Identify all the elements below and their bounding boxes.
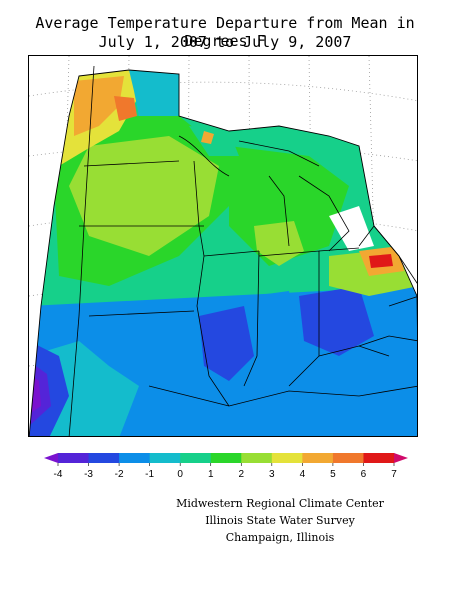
legend-bar [44, 453, 408, 463]
legend-segment [332, 453, 364, 463]
legend-tick-label: -4 [54, 469, 63, 480]
legend-tick-label: 5 [330, 469, 336, 480]
legend-segment [58, 453, 90, 463]
legend-tick-label: 3 [269, 469, 275, 480]
map-title: Average Temperature Departure from Mean … [35, 14, 415, 50]
legend-segment [149, 453, 181, 463]
legend-tick-label: -2 [115, 469, 124, 480]
legend-segment [88, 453, 120, 463]
region-outline [29, 69, 417, 436]
credit-survey: Illinois State Water Survey [205, 514, 355, 527]
credit-organization: Midwestern Regional Climate Center [176, 497, 384, 510]
legend-tick-label: -1 [145, 469, 154, 480]
map-subtitle-dates: July 1, 2007 to July 9, 2007 [98, 33, 352, 51]
legend-tick-label: 6 [361, 469, 367, 480]
legend-segment [119, 453, 151, 463]
legend-segment [363, 453, 395, 463]
legend-tick-label: 2 [238, 469, 244, 480]
legend-high-tip [394, 453, 408, 463]
credit-location: Champaign, Illinois [225, 531, 335, 544]
legend-tick-labels: -4 -3 -2 -1 0 1 2 3 4 5 6 7 [54, 463, 397, 480]
color-scale-legend: -4 -3 -2 -1 0 1 2 3 4 5 6 7 [44, 453, 408, 480]
legend-segment [241, 453, 273, 463]
legend-low-tip [44, 453, 58, 463]
legend-tick-label: 0 [177, 469, 183, 480]
legend-segment [271, 453, 303, 463]
legend-tick-label: -3 [84, 469, 93, 480]
legend-tick-label: 7 [391, 469, 397, 480]
legend-tick-label: 4 [300, 469, 306, 480]
departure-fill [29, 70, 417, 436]
legend-segment [302, 453, 334, 463]
legend-segment [210, 453, 242, 463]
map-canvas [29, 56, 417, 436]
temperature-departure-map [28, 55, 418, 437]
legend-segment [180, 453, 212, 463]
legend-tick-label: 1 [208, 469, 214, 480]
